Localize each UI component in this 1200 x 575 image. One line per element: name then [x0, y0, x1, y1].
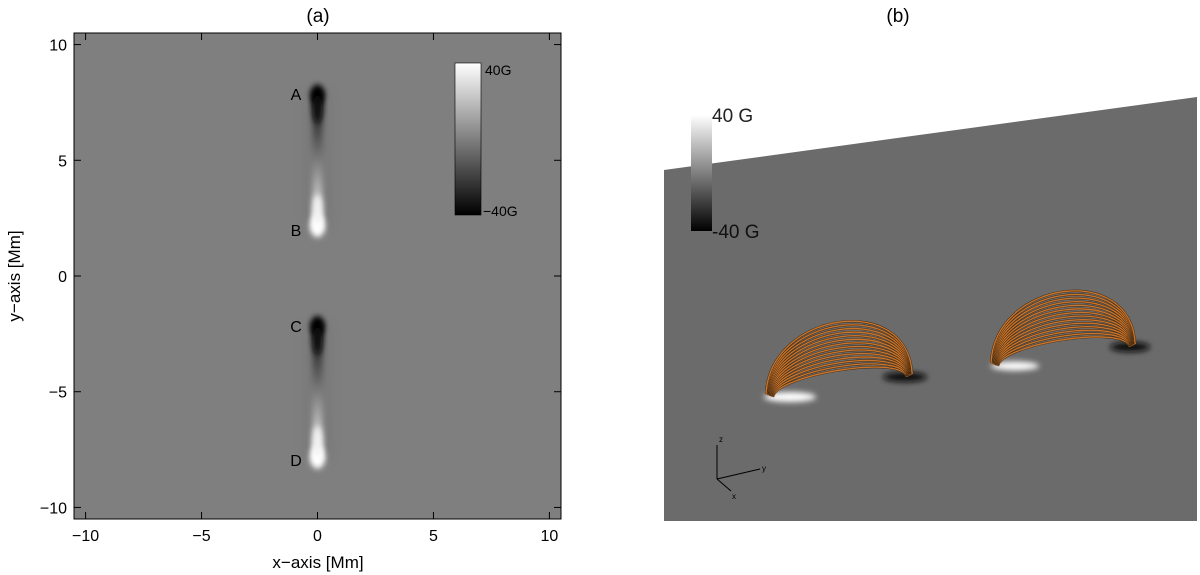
- source-A-tail: [312, 94, 323, 123]
- field-line-arcade-right: [989, 289, 1137, 367]
- triad-z-label: z: [719, 435, 723, 444]
- field-line: [995, 322, 1133, 366]
- triad-y-axis: [716, 468, 761, 480]
- field-line: [992, 304, 1135, 364]
- colorbar-a-min-label: −40G: [483, 203, 518, 219]
- field-line: [994, 319, 1133, 365]
- field-line: [993, 311, 1134, 365]
- magnetic-field-map: [303, 84, 332, 469]
- y-axis-label: y−axis [Mm]: [5, 230, 24, 321]
- y-tick-label: 10: [49, 38, 67, 55]
- source-C-tail: [312, 326, 323, 355]
- colorbar-b-gradient: [691, 115, 712, 231]
- field-line: [996, 332, 1131, 366]
- field-line: [994, 315, 1133, 365]
- footpoint-positive-left: [764, 392, 816, 402]
- panel-b: (b) 40 G -40 G z y x: [664, 6, 1197, 521]
- axes-triad: [716, 445, 761, 492]
- source-D-blob: [310, 445, 325, 469]
- triad-x-axis: [716, 478, 732, 492]
- x-axis-label: x−axis [Mm]: [272, 553, 363, 572]
- x-tick-label: 10: [541, 528, 559, 545]
- footpoint-positive-right: [991, 361, 1039, 371]
- magnetogram-plane: [664, 97, 1197, 521]
- field-line: [768, 342, 911, 396]
- field-line: [766, 327, 913, 395]
- x-tick-label: −10: [72, 528, 99, 545]
- field-line: [771, 363, 908, 397]
- field-line: [990, 293, 1136, 364]
- panel-b-label: (b): [886, 6, 909, 27]
- bipole-stalk: [312, 322, 323, 462]
- colorbar-b-min-label: -40 G: [712, 222, 760, 243]
- panel-a-label: (a): [306, 6, 329, 27]
- field-line: [992, 308, 1134, 365]
- field-line: [771, 359, 909, 397]
- triad-y-label: y: [762, 464, 766, 473]
- y-tick-label: 5: [58, 153, 67, 170]
- source-B-tail: [312, 194, 323, 225]
- footpoint-negative-left: [883, 372, 927, 382]
- field-line: [765, 320, 913, 395]
- field-line: [765, 324, 913, 395]
- footpoint-negative-right: [1110, 342, 1150, 352]
- triad-x-label: x: [732, 492, 736, 501]
- bipole-stalk: [312, 90, 323, 230]
- colorbar-b: 40 G -40 G: [691, 106, 760, 243]
- colorbar-b-max-label: 40 G: [712, 106, 753, 127]
- field-line: [766, 331, 912, 395]
- source-label-B: B: [291, 223, 302, 240]
- field-line: [772, 366, 908, 398]
- y-tick-label: −10: [40, 500, 67, 517]
- y-tick-label: −5: [49, 385, 67, 402]
- field-line: [770, 356, 909, 397]
- x-tick-label: 0: [313, 528, 322, 545]
- field-line: [769, 349, 910, 396]
- field-line: [997, 336, 1131, 367]
- field-line: [769, 345, 910, 396]
- source-label-A: A: [291, 87, 302, 104]
- source-D-tail: [312, 426, 323, 457]
- field-line: [767, 335, 912, 395]
- field-line-arcade-left: [764, 320, 914, 398]
- field-line: [770, 352, 910, 397]
- field-line: [767, 338, 911, 396]
- field-line: [990, 290, 1136, 364]
- x-tick-label: −5: [192, 528, 210, 545]
- colorbar-a-gradient: [454, 62, 482, 216]
- y-tick-label: 0: [58, 269, 67, 286]
- field-line: [996, 329, 1132, 366]
- field-line: [995, 326, 1132, 366]
- panel-a: (a) −10 −5 0 5 10 −10 −5 0 5 10 x−axis [Mm] y−axi…: [5, 6, 562, 572]
- axis-ticks: −10 −5 0 5 10 −10 −5 0 5 10: [40, 33, 561, 545]
- source-label-C: C: [290, 319, 302, 336]
- x-tick-label: 5: [429, 528, 438, 545]
- colorbar-a-max-label: 40G: [485, 62, 511, 78]
- source-B-blob: [310, 214, 325, 238]
- colorbar-a: 40G −40G: [454, 62, 518, 219]
- field-line: [991, 297, 1136, 364]
- footpoints: [764, 342, 1150, 402]
- source-label-D: D: [290, 453, 302, 470]
- field-line: [991, 301, 1135, 364]
